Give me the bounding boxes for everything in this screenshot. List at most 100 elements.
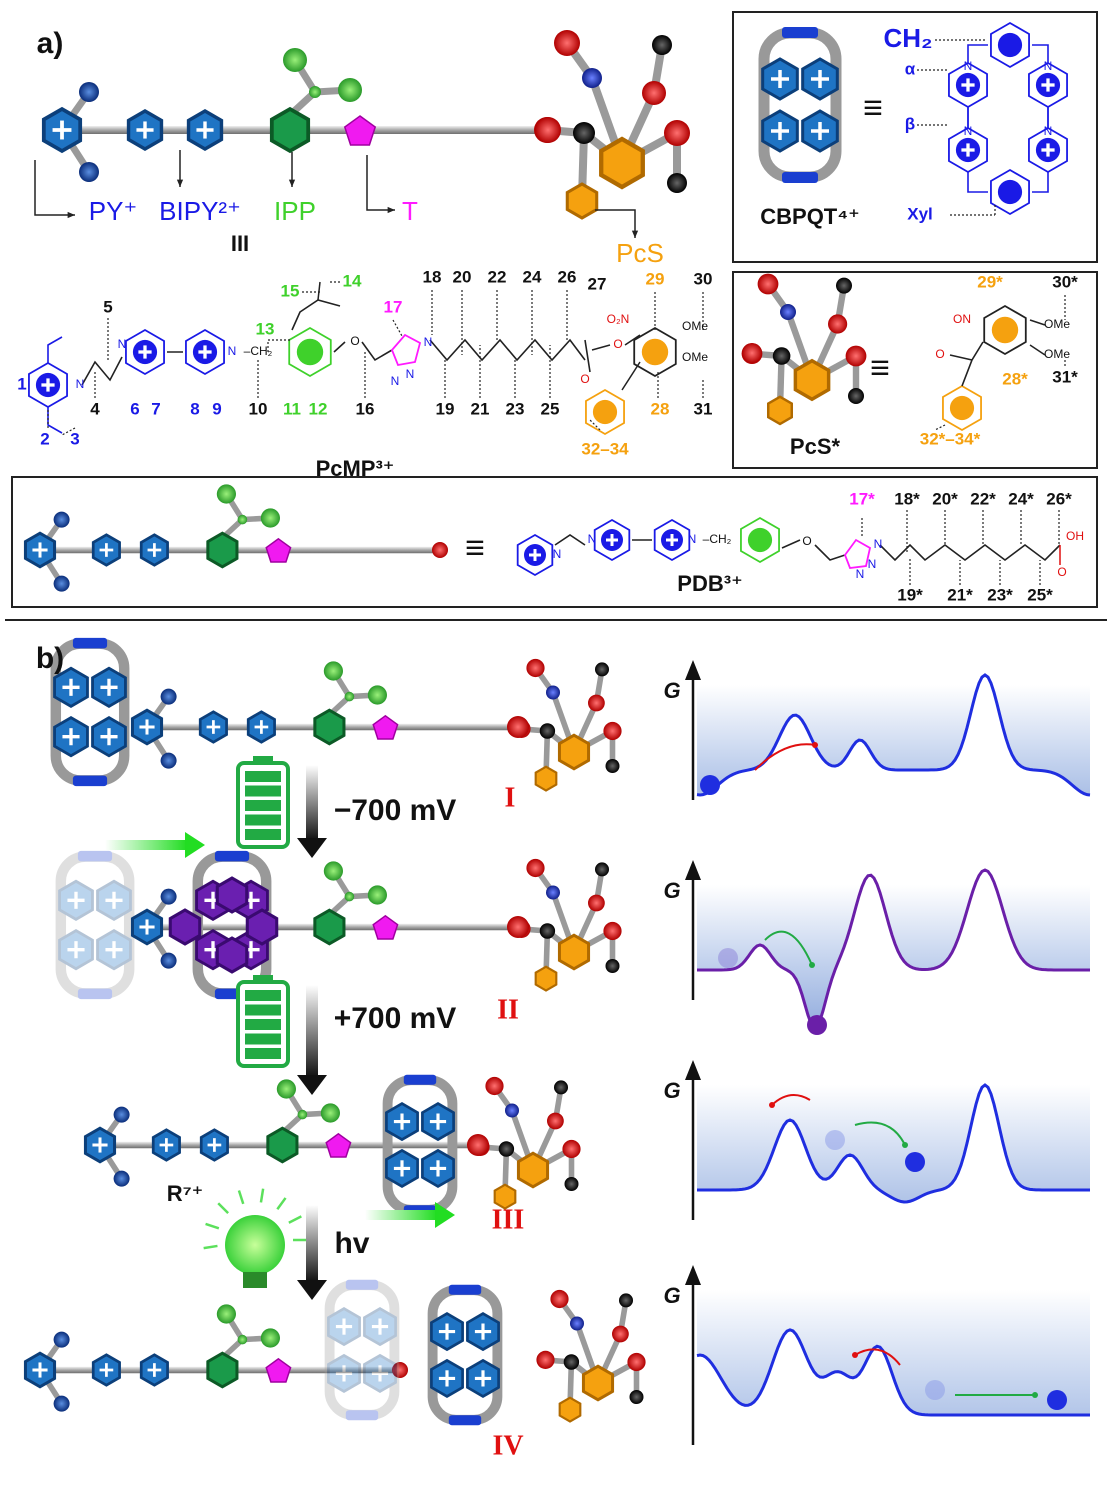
circle [237,1334,248,1345]
circle [619,1293,633,1308]
label: N [228,344,237,358]
label: G [663,1078,680,1103]
battery-bar [245,990,281,1001]
ring [990,21,1030,69]
circle [603,921,622,941]
line [217,1202,230,1215]
label: T [402,196,418,226]
label: PcMP³⁺ [316,456,395,481]
hexagon [215,876,249,914]
bond [47,336,63,363]
circle [570,1316,584,1331]
label: 30 [694,269,713,288]
label: 22 [488,267,507,286]
label: III [231,231,249,256]
label: 20 [453,267,472,286]
circle [550,1289,569,1309]
line [317,281,321,301]
line [205,1222,220,1230]
arrow-shaft [306,765,318,840]
battery-bar [245,1048,281,1059]
ring-cap [72,637,108,649]
label: 7 [151,399,160,418]
label: 4 [90,399,100,418]
circle [485,1076,504,1096]
ring-cap [403,1074,437,1085]
label: N [406,367,415,381]
circle [588,694,605,712]
circle [216,484,236,504]
arrow-head [297,1280,327,1300]
label: 14 [343,271,362,290]
circle [667,173,687,193]
battery-bar [245,814,281,826]
line [203,1244,218,1250]
ring-cap [448,1284,482,1295]
hexagon [558,1396,582,1423]
ring [633,326,677,378]
circle [260,508,280,528]
circle [700,775,720,795]
ring [516,533,554,577]
axis-head [685,1060,701,1080]
circle [828,314,848,334]
ring-cap [77,988,113,1000]
circle [79,82,99,102]
hexagon [516,1151,550,1189]
ring [990,168,1030,216]
circle [526,658,545,678]
move-arrow-tip [1032,1392,1038,1398]
circle [925,1380,945,1400]
circle [949,395,975,421]
circle [53,1331,70,1348]
circle [546,685,560,700]
label: N [688,532,697,546]
label: 29* [977,272,1003,291]
circle [53,1395,70,1412]
battery-bar [245,1019,281,1030]
ring-cap [345,1410,379,1421]
label: Xyl [907,204,933,223]
label: 32–34 [581,439,629,458]
label: α [905,59,916,78]
ring-frame [324,1280,400,1420]
hexagon [327,1307,361,1347]
pointer [366,155,395,211]
bond [879,543,1061,562]
circle [582,68,602,88]
label: OMe [1044,347,1070,361]
circle [641,338,669,366]
move-arrow [764,930,813,966]
label: II [497,994,519,1025]
label: b) [36,642,64,675]
label: O [802,534,811,548]
line [509,1109,533,1161]
pentagon [325,1132,352,1158]
circle [392,1362,408,1378]
bond [967,172,988,193]
circle [772,347,791,365]
circle [309,86,321,98]
label: 31 [694,399,713,418]
label: 21* [947,585,973,604]
label: 25* [1027,585,1053,604]
move-arrow-tip [852,1352,858,1358]
circle [53,575,70,592]
label: N [424,335,433,349]
circle [507,916,529,938]
battery-bar [245,785,281,797]
circle [836,277,852,294]
line [588,76,621,150]
hexagon [313,708,346,746]
move-arrow-tip [902,1142,908,1148]
hexagon [534,765,558,792]
arrow-shaft [365,1210,437,1220]
circle [825,1130,845,1150]
pcs-box [732,271,1098,469]
label: 30* [1052,272,1078,291]
label: N [76,377,85,391]
label: 24 [523,267,542,286]
circle [997,32,1023,58]
ring-cap [782,172,818,183]
cyclophane [50,637,130,787]
